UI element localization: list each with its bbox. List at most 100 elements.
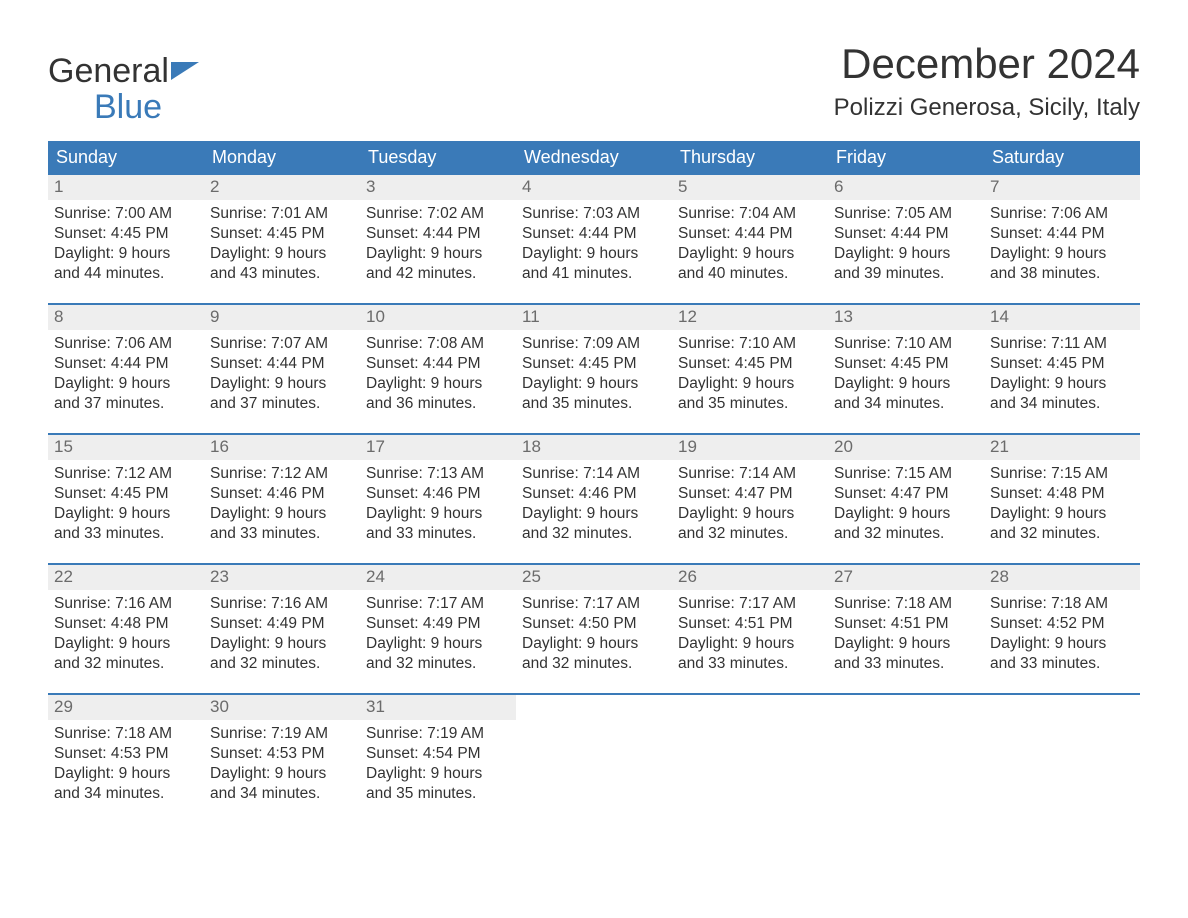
sunset-line: Sunset: 4:44 PM: [210, 354, 354, 374]
weekday-header: Wednesday: [516, 141, 672, 175]
day-details: Sunrise: 7:13 AMSunset: 4:46 PMDaylight:…: [360, 460, 516, 547]
daylight-line: Daylight: 9 hours and 42 minutes.: [366, 244, 510, 284]
weekday-header: Monday: [204, 141, 360, 175]
calendar-day: 9Sunrise: 7:07 AMSunset: 4:44 PMDaylight…: [204, 305, 360, 423]
sunset-line: Sunset: 4:44 PM: [834, 224, 978, 244]
daylight-line: Daylight: 9 hours and 32 minutes.: [366, 634, 510, 674]
calendar-day: 25Sunrise: 7:17 AMSunset: 4:50 PMDayligh…: [516, 565, 672, 683]
day-number: 7: [984, 175, 1140, 200]
calendar-day: 22Sunrise: 7:16 AMSunset: 4:48 PMDayligh…: [48, 565, 204, 683]
header: General Blue December 2024 Polizzi Gener…: [48, 40, 1140, 125]
day-details: Sunrise: 7:05 AMSunset: 4:44 PMDaylight:…: [828, 200, 984, 287]
day-number: 18: [516, 435, 672, 460]
sunrise-line: Sunrise: 7:13 AM: [366, 464, 510, 484]
day-details: Sunrise: 7:14 AMSunset: 4:46 PMDaylight:…: [516, 460, 672, 547]
brand-line2: Blue: [48, 88, 162, 126]
calendar-day: 5Sunrise: 7:04 AMSunset: 4:44 PMDaylight…: [672, 175, 828, 293]
day-details: Sunrise: 7:11 AMSunset: 4:45 PMDaylight:…: [984, 330, 1140, 417]
day-details: Sunrise: 7:00 AMSunset: 4:45 PMDaylight:…: [48, 200, 204, 287]
sunset-line: Sunset: 4:46 PM: [210, 484, 354, 504]
weekday-header-row: Sunday Monday Tuesday Wednesday Thursday…: [48, 141, 1140, 175]
calendar-day: 13Sunrise: 7:10 AMSunset: 4:45 PMDayligh…: [828, 305, 984, 423]
calendar-day: 11Sunrise: 7:09 AMSunset: 4:45 PMDayligh…: [516, 305, 672, 423]
daylight-line: Daylight: 9 hours and 34 minutes.: [990, 374, 1134, 414]
sunset-line: Sunset: 4:53 PM: [54, 744, 198, 764]
day-number: 31: [360, 695, 516, 720]
calendar-day: 2Sunrise: 7:01 AMSunset: 4:45 PMDaylight…: [204, 175, 360, 293]
calendar-day: 18Sunrise: 7:14 AMSunset: 4:46 PMDayligh…: [516, 435, 672, 553]
calendar-day: [828, 695, 984, 813]
sunrise-line: Sunrise: 7:14 AM: [678, 464, 822, 484]
weekday-header: Sunday: [48, 141, 204, 175]
daylight-line: Daylight: 9 hours and 35 minutes.: [522, 374, 666, 414]
sunrise-line: Sunrise: 7:18 AM: [990, 594, 1134, 614]
calendar-day: [984, 695, 1140, 813]
sunrise-line: Sunrise: 7:14 AM: [522, 464, 666, 484]
sunrise-line: Sunrise: 7:16 AM: [210, 594, 354, 614]
calendar-day: 28Sunrise: 7:18 AMSunset: 4:52 PMDayligh…: [984, 565, 1140, 683]
daylight-line: Daylight: 9 hours and 35 minutes.: [678, 374, 822, 414]
sunset-line: Sunset: 4:51 PM: [834, 614, 978, 634]
day-number: 12: [672, 305, 828, 330]
daylight-line: Daylight: 9 hours and 34 minutes.: [210, 764, 354, 804]
daylight-line: Daylight: 9 hours and 44 minutes.: [54, 244, 198, 284]
weekday-header: Thursday: [672, 141, 828, 175]
calendar-week: 1Sunrise: 7:00 AMSunset: 4:45 PMDaylight…: [48, 175, 1140, 293]
weeks-container: 1Sunrise: 7:00 AMSunset: 4:45 PMDaylight…: [48, 175, 1140, 813]
sunset-line: Sunset: 4:44 PM: [522, 224, 666, 244]
sunrise-line: Sunrise: 7:12 AM: [210, 464, 354, 484]
sunset-line: Sunset: 4:45 PM: [54, 224, 198, 244]
day-details: Sunrise: 7:17 AMSunset: 4:49 PMDaylight:…: [360, 590, 516, 677]
sunset-line: Sunset: 4:45 PM: [522, 354, 666, 374]
day-details: Sunrise: 7:08 AMSunset: 4:44 PMDaylight:…: [360, 330, 516, 417]
calendar-day: 3Sunrise: 7:02 AMSunset: 4:44 PMDaylight…: [360, 175, 516, 293]
calendar-day: 19Sunrise: 7:14 AMSunset: 4:47 PMDayligh…: [672, 435, 828, 553]
day-number: 6: [828, 175, 984, 200]
daylight-line: Daylight: 9 hours and 32 minutes.: [522, 634, 666, 674]
calendar-week: 22Sunrise: 7:16 AMSunset: 4:48 PMDayligh…: [48, 563, 1140, 683]
day-number: 9: [204, 305, 360, 330]
sunrise-line: Sunrise: 7:05 AM: [834, 204, 978, 224]
sunset-line: Sunset: 4:48 PM: [990, 484, 1134, 504]
day-number: 20: [828, 435, 984, 460]
day-details: Sunrise: 7:10 AMSunset: 4:45 PMDaylight:…: [828, 330, 984, 417]
calendar-day: 26Sunrise: 7:17 AMSunset: 4:51 PMDayligh…: [672, 565, 828, 683]
daylight-line: Daylight: 9 hours and 35 minutes.: [366, 764, 510, 804]
sunset-line: Sunset: 4:45 PM: [834, 354, 978, 374]
day-number: 22: [48, 565, 204, 590]
sunrise-line: Sunrise: 7:17 AM: [366, 594, 510, 614]
day-number: 14: [984, 305, 1140, 330]
daylight-line: Daylight: 9 hours and 41 minutes.: [522, 244, 666, 284]
calendar-day: 8Sunrise: 7:06 AMSunset: 4:44 PMDaylight…: [48, 305, 204, 423]
sunset-line: Sunset: 4:54 PM: [366, 744, 510, 764]
sunrise-line: Sunrise: 7:08 AM: [366, 334, 510, 354]
day-number: 23: [204, 565, 360, 590]
sunrise-line: Sunrise: 7:01 AM: [210, 204, 354, 224]
daylight-line: Daylight: 9 hours and 32 minutes.: [522, 504, 666, 544]
day-number: 19: [672, 435, 828, 460]
daylight-line: Daylight: 9 hours and 33 minutes.: [990, 634, 1134, 674]
sunrise-line: Sunrise: 7:10 AM: [678, 334, 822, 354]
daylight-line: Daylight: 9 hours and 32 minutes.: [678, 504, 822, 544]
day-details: Sunrise: 7:12 AMSunset: 4:46 PMDaylight:…: [204, 460, 360, 547]
calendar: Sunday Monday Tuesday Wednesday Thursday…: [48, 141, 1140, 813]
sunrise-line: Sunrise: 7:02 AM: [366, 204, 510, 224]
sunrise-line: Sunrise: 7:12 AM: [54, 464, 198, 484]
daylight-line: Daylight: 9 hours and 37 minutes.: [210, 374, 354, 414]
sunrise-line: Sunrise: 7:11 AM: [990, 334, 1134, 354]
calendar-day: 1Sunrise: 7:00 AMSunset: 4:45 PMDaylight…: [48, 175, 204, 293]
sunrise-line: Sunrise: 7:06 AM: [990, 204, 1134, 224]
weekday-header: Tuesday: [360, 141, 516, 175]
sunrise-line: Sunrise: 7:03 AM: [522, 204, 666, 224]
sunrise-line: Sunrise: 7:19 AM: [366, 724, 510, 744]
daylight-line: Daylight: 9 hours and 34 minutes.: [54, 764, 198, 804]
calendar-day: 17Sunrise: 7:13 AMSunset: 4:46 PMDayligh…: [360, 435, 516, 553]
calendar-week: 15Sunrise: 7:12 AMSunset: 4:45 PMDayligh…: [48, 433, 1140, 553]
day-number: 2: [204, 175, 360, 200]
day-details: Sunrise: 7:02 AMSunset: 4:44 PMDaylight:…: [360, 200, 516, 287]
day-details: Sunrise: 7:17 AMSunset: 4:51 PMDaylight:…: [672, 590, 828, 677]
sunset-line: Sunset: 4:46 PM: [366, 484, 510, 504]
daylight-line: Daylight: 9 hours and 32 minutes.: [54, 634, 198, 674]
day-details: Sunrise: 7:09 AMSunset: 4:45 PMDaylight:…: [516, 330, 672, 417]
sunrise-line: Sunrise: 7:15 AM: [834, 464, 978, 484]
